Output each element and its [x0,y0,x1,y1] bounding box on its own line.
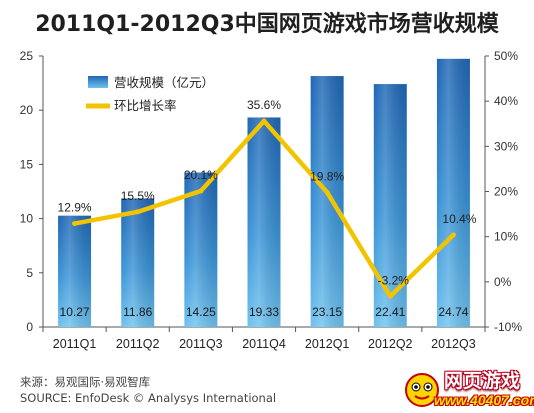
bar-shade [310,76,344,327]
source-note-en: SOURCE: EnfoDesk © Analysys Internationa… [20,391,277,405]
legend-swatch-bar [88,76,108,88]
axes: 0 5 10 15 20 25 -10% 0% 10% 20% 30% 40% 50% 2011Q1 201… [20,49,523,351]
line-labels: 12.9% 15.5% 20.1% 35.6% 19.8% -3.2% 10.4% [58,98,477,287]
mascot-icon [405,373,439,407]
line-value-label: 15.5% [121,189,155,203]
y-left-tick-label: 20 [20,103,34,117]
bar-labels: 10.27 11.86 14.25 19.33 23.15 22.41 24.74 [60,305,469,319]
bar-value-label: 14.25 [186,305,216,319]
y-left-tick-label: 15 [20,157,34,171]
line-point [198,188,204,194]
bar-shade [247,117,281,327]
y-right-tick-label: 20% [494,185,518,199]
x-tick-label: 2011Q2 [116,337,160,351]
bar-shade [436,58,470,328]
watermark-url: www.40407.com [434,392,534,408]
bar-value-label: 23.15 [312,305,342,319]
x-tick-label: 2011Q4 [242,337,286,351]
legend: 营收规模（亿元） 环比增长率 [86,75,214,113]
x-tick-label: 2011Q1 [53,337,97,351]
watermark-logo: 网页游戏 www.40407.com [402,366,534,412]
x-tick-label: 2012Q1 [305,337,350,351]
bar-value-label: 10.27 [60,305,90,319]
line-value-label: -3.2% [378,273,410,287]
bar-shade [121,198,155,327]
y-right-tick-label: 0% [494,275,512,289]
growth-line [72,118,456,299]
bar-value-label: 22.41 [375,305,405,319]
line-value-label: 19.8% [310,169,344,183]
chart-title: 2011Q1-2012Q3中国网页游戏市场营收规模 [35,12,499,37]
y-left-tick-label: 10 [20,212,34,226]
line-value-label: 20.1% [184,168,218,182]
y-left-tick-label: 25 [20,49,34,63]
line-point [387,293,393,299]
bar-value-label: 19.33 [249,305,279,319]
legend-label-line: 环比增长率 [114,98,177,113]
line-point [261,118,267,124]
bar-shade [58,215,92,327]
legend-label-bar: 营收规模（亿元） [114,75,214,90]
bar-shade [184,172,218,327]
bar-value-label: 11.86 [123,305,152,319]
y-left-tick-label: 5 [26,266,33,280]
source-note-cn: 来源：易观国际·易观智库 [20,375,151,389]
line-point [135,209,141,215]
x-tick-label: 2011Q3 [179,337,223,351]
bar-shade [373,84,407,328]
y-left-tick-label: 0 [26,320,33,334]
line-value-label: 35.6% [247,98,281,112]
line-point [450,232,456,238]
line-point [72,221,78,227]
line-point [324,189,330,195]
y-right-tick-label: 30% [494,139,518,153]
bar-value-label: 24.74 [438,305,468,319]
y-right-tick-label: 40% [494,94,518,108]
y-right-tick-label: -10% [494,320,522,334]
line-value-label: 12.9% [58,201,92,215]
y-right-tick-label: 10% [494,230,518,244]
y-right-tick-label: 50% [494,49,518,63]
watermark-title: 网页游戏 [444,370,521,392]
line-value-label: 10.4% [442,212,476,226]
bars [58,58,470,328]
x-tick-label: 2012Q3 [431,337,476,351]
x-tick-label: 2012Q2 [368,337,413,351]
